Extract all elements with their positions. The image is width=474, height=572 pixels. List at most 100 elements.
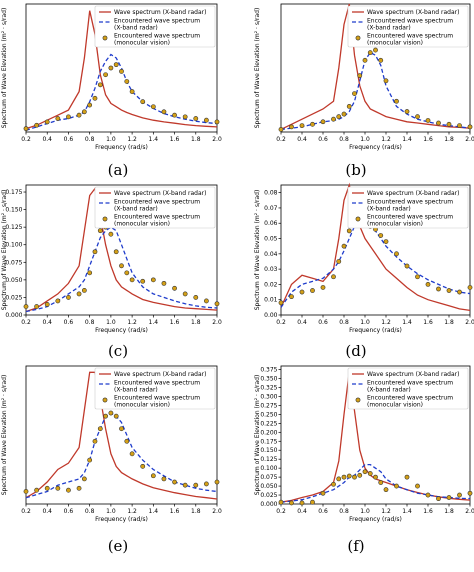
x-tick-label: 2.0 [465,508,474,515]
monocular-point [299,123,305,128]
y-tick-label: 0.01 [264,297,278,304]
x-tick-label: 1.6 [170,319,180,326]
x-tick-label: 1.2 [127,136,137,143]
x-tick-label: 0.8 [339,319,349,326]
legend: Wave spectrum (X-band radar) Encountered … [347,5,469,48]
monocular-point [103,72,108,78]
x-tick-label: 0.8 [339,136,349,143]
x-tick-label: 0.8 [85,508,95,515]
monocular-point [457,492,462,498]
monocular-point [182,114,188,120]
legend-monocular-label-2: (monocular vision) [114,402,170,409]
x-axis-title: Frequency (rad/s) [349,144,402,151]
x-tick-label: 1.4 [402,508,412,515]
x-tick-label: 0.8 [339,508,349,515]
monocular-point [278,499,284,505]
monocular-point [161,109,167,115]
monocular-point [140,463,146,469]
legend-monocular-label: Encountered wave spectrum [367,395,453,402]
monocular-point [289,294,294,300]
wave-line [25,186,218,313]
legend-monocular-label-2: (monocular vision) [367,402,423,409]
legend: Wave spectrum (X-band radar) Encountered … [94,5,216,48]
monocular-point [299,289,305,295]
monocular-point [87,270,93,276]
x-tick-label: 0.6 [64,508,74,515]
monocular-point [373,474,378,480]
y-tick-label: 0.04 [264,251,278,258]
monocular-point [425,492,431,498]
x-tick-label: 0.6 [318,319,328,326]
legend: Wave spectrum (X-band radar) Encountered … [347,186,469,229]
monocular-point [182,482,188,488]
y-axis-title: Spectrum of Wave Elevation (m² · s/rad) [1,8,8,129]
monocular-point [336,114,342,120]
monocular-point [108,410,114,416]
monocular-point [193,295,199,300]
monocular-point [172,285,177,291]
x-tick-label: 0.2 [276,136,286,143]
encountered-line [25,226,218,313]
legend-monocular-label: Encountered wave spectrum [114,395,200,402]
x-tick-label: 2.0 [465,319,474,326]
x-tick-label: 1.8 [444,136,454,143]
monocular-point [23,489,29,494]
monocular-point [425,118,431,123]
monocular-point [394,483,399,489]
monocular-point [81,109,87,115]
monocular-point [446,288,452,293]
y-tick-label: 0.025 [260,492,277,499]
monocular-point [378,480,384,485]
monocular-point [346,228,352,234]
monocular-point [150,277,156,283]
y-tick-label: 0.02 [264,281,278,288]
x-tick-label: 2.0 [212,508,222,515]
monocular-point [92,249,98,255]
y-tick-label: 0.250 [260,411,277,418]
legend-box [347,186,469,229]
x-tick-label: 1.0 [106,319,116,326]
monocular-point [331,274,336,280]
monocular-point [394,251,399,257]
x-tick-label: 0.4 [297,136,307,143]
legend-monocular-swatch [102,35,108,41]
y-tick-label: 0.03 [264,266,278,273]
monocular-point [23,126,29,132]
panel-label-d: (d) [345,342,366,360]
legend-encountered-label-2: (X-band radar) [114,387,158,394]
x-tick-label: 1.8 [444,508,454,515]
monocular-point [119,263,124,269]
monocular-point [346,473,352,479]
y-tick-label: 0.175 [5,189,22,196]
x-tick-label: 1.8 [191,319,201,326]
x-tick-label: 0.8 [85,136,95,143]
monocular-point [467,285,473,290]
monocular-point [457,123,462,128]
monocular-point [97,228,103,234]
x-tick-label: 1.4 [149,319,159,326]
x-tick-label: 0.6 [64,136,74,143]
y-tick-label: 0.000 [5,312,22,319]
y-tick-label: 0.275 [260,402,277,409]
monocular-point [129,89,135,94]
legend-encountered-label-2: (X-band radar) [114,206,158,213]
panel-label-c: (c) [108,342,128,360]
y-tick-label: 0.125 [260,456,277,463]
x-tick-label: 0.2 [276,508,286,515]
monocular-point [320,119,326,125]
monocular-point [203,117,209,123]
x-tick-label: 1.8 [444,319,454,326]
x-tick-label: 1.4 [402,319,412,326]
x-tick-label: 0.6 [64,319,74,326]
x-axis-title: Frequency (rad/s) [95,516,148,523]
monocular-point [76,485,82,491]
chart-panel-b: 0.2 0.4 0.6 0.8 1.0 1.2 1.4 1.6 1.8 2.0 Frequency … [254,3,474,151]
monocular-point [92,438,98,444]
x-tick-label: 0.4 [42,136,52,143]
y-tick-label: 0.150 [260,447,277,454]
legend-wave-label: Wave spectrum (X-band radar) [367,190,459,197]
legend-box [94,367,216,410]
monocular-point [55,116,61,121]
monocular-point [214,479,220,485]
monocular-point [436,286,441,292]
